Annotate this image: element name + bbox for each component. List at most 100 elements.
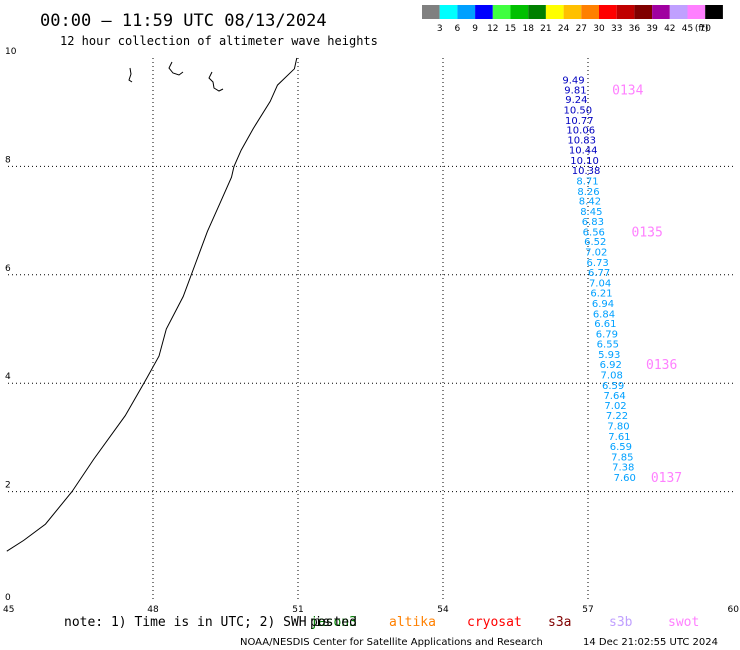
color-scale-tick: 6 [455,24,461,34]
color-scale-tick: 21 [540,24,551,34]
color-swatch [705,5,723,19]
color-swatch [581,5,599,19]
wave-height-value: 6.94 [592,299,614,310]
x-tick-label: 48 [147,605,159,615]
color-scale-tick: (ft) [695,24,709,34]
wave-height-value: 9.81 [564,85,586,96]
satellite-name: swot [668,615,699,630]
color-scale-tick: 39 [646,24,658,34]
wave-height-value: 7.22 [606,411,628,422]
wave-height-value: 7.60 [614,473,636,484]
wave-height-value: 8.26 [577,187,599,198]
color-scale-tick: 30 [593,24,605,34]
coastline [6,57,298,552]
color-scale-tick: 33 [611,24,622,34]
chart-subtitle: 12 hour collection of altimeter wave hei… [60,34,378,48]
wave-height-value: 6.59 [602,381,624,392]
color-swatch [599,5,617,19]
x-tick-label: 51 [292,605,303,615]
wave-height-value: 9.24 [565,95,587,106]
wave-height-value: 10.38 [572,166,601,177]
wave-height-value: 10.06 [566,126,595,137]
island-outline [128,67,133,83]
island-outline [168,61,184,76]
wave-height-value: 7.38 [612,463,634,474]
pass-number: 0135 [632,225,663,240]
island-outline [208,71,224,92]
wave-height-value: 10.83 [567,135,596,146]
islands [128,61,224,92]
color-scale-legend: 3 6 9 12 15 18 21 24 27 30 33 36 39 42 45 70(ft) [422,5,723,34]
wave-height-value: 6.83 [582,217,604,228]
color-scale-tick: 42 [664,24,675,34]
wave-height-value: 6.21 [590,289,612,300]
swh-qualifier: posted [310,615,357,630]
color-scale-tick: 15 [505,24,516,34]
color-scale-tick: 12 [487,24,498,34]
y-tick-label: 8 [5,155,11,165]
wave-height-value: 10.44 [569,146,598,157]
wave-height-value: 6.61 [594,319,616,330]
y-tick-label: 4 [5,372,11,382]
pass-number: 0137 [651,471,682,486]
wave-height-labels: 9.499.819.2410.5010.7710.0610.8310.4410.… [562,76,635,484]
axis-tick-labels: 45 48 51 54 57 60 0 2 4 6 8 10 [3,47,739,615]
color-scale-tick: 3 [437,24,443,34]
y-tick-label: 2 [5,481,11,491]
color-swatch [492,5,511,19]
color-scale-tick: 27 [576,24,587,34]
color-scale-tick: 18 [522,24,534,34]
wave-height-value: 10.10 [570,156,599,167]
x-tick-label: 60 [728,605,740,615]
color-swatch [687,5,706,19]
render-timestamp: 14 Dec 21:02:55 UTC 2024 [583,637,718,648]
color-swatch [510,5,529,19]
wave-height-value: 9.49 [562,76,584,87]
color-scale-tick: 9 [472,24,478,34]
grid-lines [8,58,733,600]
y-tick-label: 6 [5,264,11,274]
credit-line: NOAA/NESDIS Center for Satellite Applica… [240,637,543,648]
pass-number-labels: 0134 0135 0136 0137 [612,83,682,486]
color-swatch [528,5,546,19]
color-scale-tick: 36 [629,24,641,34]
color-swatch [634,5,653,19]
color-swatch [669,5,688,19]
y-tick-label: 0 [5,593,11,603]
wave-height-value: 6.77 [588,268,610,279]
wave-height-value: 6.84 [593,309,615,320]
footnote: note: 1) Time is in UTC; 2) SWH is [64,615,330,630]
wave-height-value: 6.55 [597,340,619,351]
color-swatch [439,5,458,19]
x-tick-label: 45 [3,605,14,615]
wave-height-value: 8.45 [580,207,602,218]
y-tick-label: 10 [5,47,17,57]
color-scale-tick: 70 [699,24,711,34]
wave-height-value: 7.08 [601,371,623,382]
wave-height-value: 5.93 [598,350,620,361]
chart-title: 00:00 – 11:59 UTC 08/13/2024 [40,11,327,31]
color-swatch [563,5,582,19]
color-scale-tick: 24 [558,24,570,34]
wave-height-value: 6.92 [600,360,622,371]
wave-height-value: 7.61 [608,432,630,443]
wave-height-value: 8.42 [579,197,601,208]
pass-number: 0136 [646,358,677,373]
color-swatch [475,5,493,19]
wave-height-value: 8.71 [576,176,598,187]
wave-height-value: 6.79 [596,329,618,340]
wave-height-value: 7.02 [585,247,607,258]
wave-height-value: 7.04 [589,278,611,289]
satellite-legend: jason3 altika cryosat s3a s3b swot posted [310,615,699,630]
wave-height-value: 6.52 [584,237,606,248]
satellite-name: altika [389,615,436,630]
wave-height-value: 10.50 [564,105,593,116]
x-tick-label: 57 [582,605,593,615]
x-tick-label: 54 [437,605,449,615]
color-swatch [545,5,564,19]
wave-height-value: 10.77 [565,116,594,127]
wave-height-value: 6.73 [587,258,609,269]
satellite-name: jason3 [310,615,357,630]
wave-height-value: 6.59 [610,442,632,453]
